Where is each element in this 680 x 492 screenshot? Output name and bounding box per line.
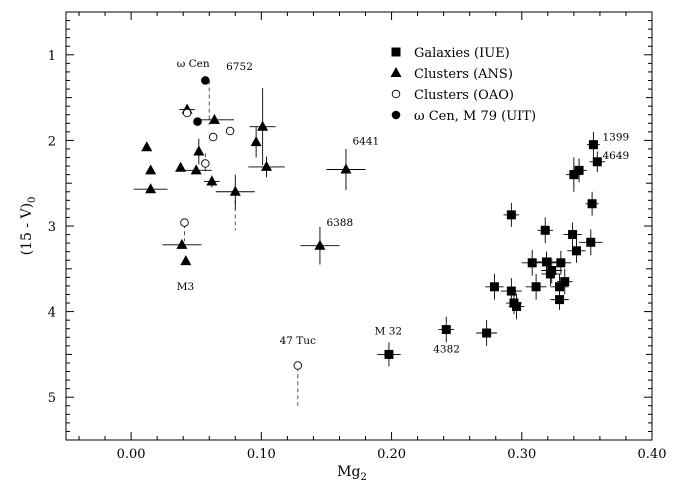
data-point xyxy=(145,164,157,175)
error-bars xyxy=(133,88,606,367)
data-point xyxy=(193,145,205,156)
data-point xyxy=(229,185,241,196)
data-point xyxy=(512,301,522,311)
data-point xyxy=(384,349,394,359)
annotation-label: ω Cen xyxy=(177,58,210,70)
data-point xyxy=(314,239,326,250)
data-point xyxy=(340,163,352,174)
data-point xyxy=(201,159,210,168)
data-point xyxy=(540,225,550,235)
y-tick-label: 2 xyxy=(48,134,56,149)
data-point xyxy=(586,237,596,247)
data-point xyxy=(506,210,516,220)
data-point xyxy=(261,160,273,171)
annotation-label: 6388 xyxy=(326,217,353,229)
x-tick-label: 0.20 xyxy=(377,447,406,462)
data-point xyxy=(208,132,218,142)
data-point xyxy=(568,230,578,240)
data-point xyxy=(441,325,451,335)
data-point xyxy=(293,361,303,370)
data-point xyxy=(180,218,189,227)
data-point xyxy=(545,269,555,279)
data-point xyxy=(225,126,235,136)
data-point xyxy=(531,282,541,292)
data-point xyxy=(489,282,499,292)
dashed-links xyxy=(184,80,299,406)
data-point xyxy=(145,183,157,194)
annotation-label: 47 Tuc xyxy=(280,335,316,347)
data-point xyxy=(182,108,192,118)
legend-marker xyxy=(391,89,401,99)
annotation-label: M3 xyxy=(177,281,194,293)
annotation-label: 6441 xyxy=(352,136,379,148)
x-axis-title: Mg2 xyxy=(337,464,367,483)
legend-label: Galaxies (IUE) xyxy=(414,46,510,61)
annotations: ω Cen 6752 6441 6388 M3 47 Tuc M 32 4382 1399 464… xyxy=(177,58,630,356)
data-point xyxy=(542,257,552,267)
x-tick-label: 0.40 xyxy=(638,447,667,462)
annotation-label: 6752 xyxy=(226,61,253,73)
y-tick-label: 4 xyxy=(48,306,56,321)
data-point xyxy=(555,295,565,305)
data-point xyxy=(527,258,537,268)
annotation-label: 4649 xyxy=(603,150,630,162)
data-point xyxy=(555,282,565,292)
data-point xyxy=(206,175,218,186)
data-point xyxy=(569,170,579,180)
y-tick-label: 1 xyxy=(48,49,56,64)
annotation-label: 1399 xyxy=(603,131,630,143)
data-point xyxy=(257,120,269,131)
data-point xyxy=(193,117,202,126)
data-points xyxy=(141,76,602,370)
data-point xyxy=(208,113,220,124)
annotation-label: M 32 xyxy=(375,326,402,338)
data-point xyxy=(587,199,597,209)
data-point xyxy=(574,165,584,175)
legend-label: ω Cen, M 79 (UIT) xyxy=(414,109,536,124)
x-tick-label: 0.00 xyxy=(117,447,146,462)
data-point xyxy=(506,286,516,296)
data-point xyxy=(180,255,192,266)
legend-marker xyxy=(391,47,401,57)
legend-marker xyxy=(391,110,401,120)
plot-frame xyxy=(65,11,653,441)
y-axis-title: (15 - V)0 xyxy=(19,197,38,256)
data-point xyxy=(175,161,187,172)
data-point xyxy=(588,140,598,150)
annotation-label: 4382 xyxy=(433,344,460,356)
data-point xyxy=(571,246,581,256)
legend-marker xyxy=(390,67,402,77)
x-tick-label: 0.10 xyxy=(247,447,276,462)
legend: Galaxies (IUE) Clusters (ANS) Clusters (OA… xyxy=(390,46,536,124)
data-point xyxy=(556,258,566,268)
data-point xyxy=(176,238,188,249)
legend-label: Clusters (ANS) xyxy=(414,67,513,82)
data-point xyxy=(250,136,262,147)
data-point xyxy=(141,141,153,152)
data-point xyxy=(201,76,210,85)
y-tick-label: 5 xyxy=(48,391,56,406)
data-point xyxy=(592,157,602,167)
legend-label: Clusters (OAO) xyxy=(414,88,514,103)
data-point xyxy=(560,277,570,287)
axis-ticks: 0.00 0.10 0.20 0.30 0.40 1 2 3 4 5 xyxy=(48,12,667,462)
data-point xyxy=(190,164,202,175)
data-point xyxy=(482,328,492,338)
x-tick-label: 0.30 xyxy=(507,447,536,462)
y-tick-label: 3 xyxy=(48,220,56,235)
